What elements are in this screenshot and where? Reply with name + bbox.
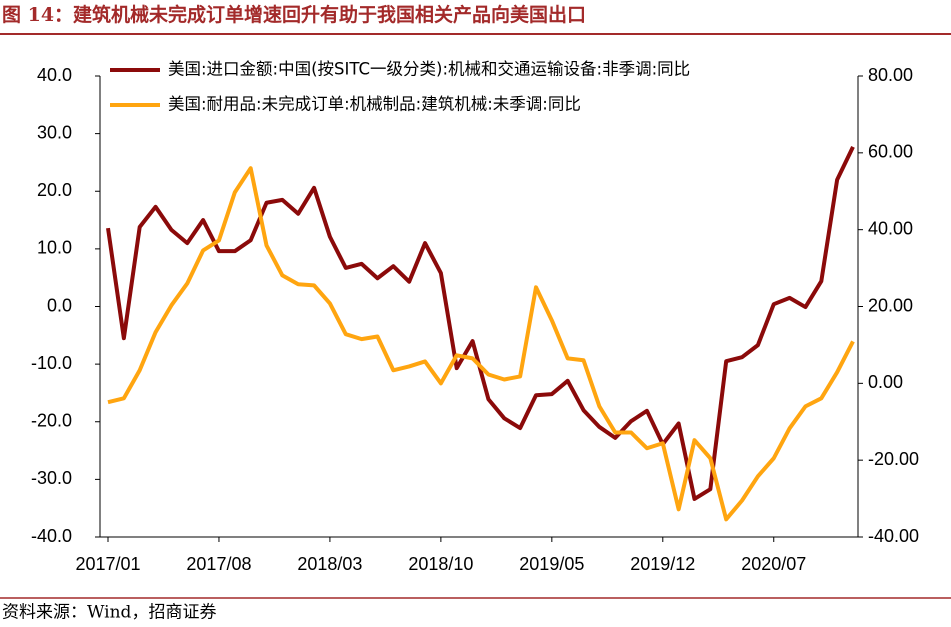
y-tick-label: 20.0 bbox=[37, 180, 72, 200]
y-tick-label: 10.0 bbox=[37, 238, 72, 258]
x-tick-label: 2019/12 bbox=[630, 554, 695, 574]
x-tick-label: 2020/07 bbox=[741, 554, 806, 574]
chart-title: 图 14：建筑机械未完成订单增速回升有助于我国相关产品向美国出口 bbox=[2, 3, 586, 26]
series-line bbox=[107, 166, 855, 522]
y-tick-label: 30.0 bbox=[37, 122, 72, 142]
x-tick-label: 2018/10 bbox=[408, 554, 473, 574]
x-tick-label: 2017/01 bbox=[75, 554, 140, 574]
x-tick-label: 2017/08 bbox=[186, 554, 251, 574]
y2-tick-label: -40.00 bbox=[868, 526, 919, 546]
y2-tick-label: 0.00 bbox=[868, 372, 903, 392]
y2-tick-label: 60.00 bbox=[868, 142, 913, 162]
y2-tick-label: 20.00 bbox=[868, 295, 913, 315]
y2-tick-label: -20.00 bbox=[868, 449, 919, 469]
y-tick-label: 0.0 bbox=[47, 295, 72, 315]
legend-label: 美国:进口金额:中国(按SITC一级分类):机械和交通运输设备:非季调:同比 bbox=[168, 60, 690, 79]
series-line bbox=[106, 146, 855, 501]
y2-tick-label: 80.00 bbox=[868, 65, 913, 85]
source: 资料来源：Wind，招商证券 bbox=[2, 603, 216, 623]
y-tick-label: -30.0 bbox=[31, 468, 72, 488]
y-tick-label: 40.0 bbox=[37, 65, 72, 85]
x-tick-label: 2018/03 bbox=[297, 554, 362, 574]
y-tick-label: -10.0 bbox=[31, 353, 72, 373]
y-tick-label: -20.0 bbox=[31, 411, 72, 431]
x-tick-label: 2019/05 bbox=[519, 554, 584, 574]
y2-tick-label: 40.00 bbox=[868, 218, 913, 238]
y-tick-label: -40.0 bbox=[31, 526, 72, 546]
legend-label: 美国:耐用品:未完成订单:机械制品:建筑机械:未季调:同比 bbox=[168, 95, 581, 114]
